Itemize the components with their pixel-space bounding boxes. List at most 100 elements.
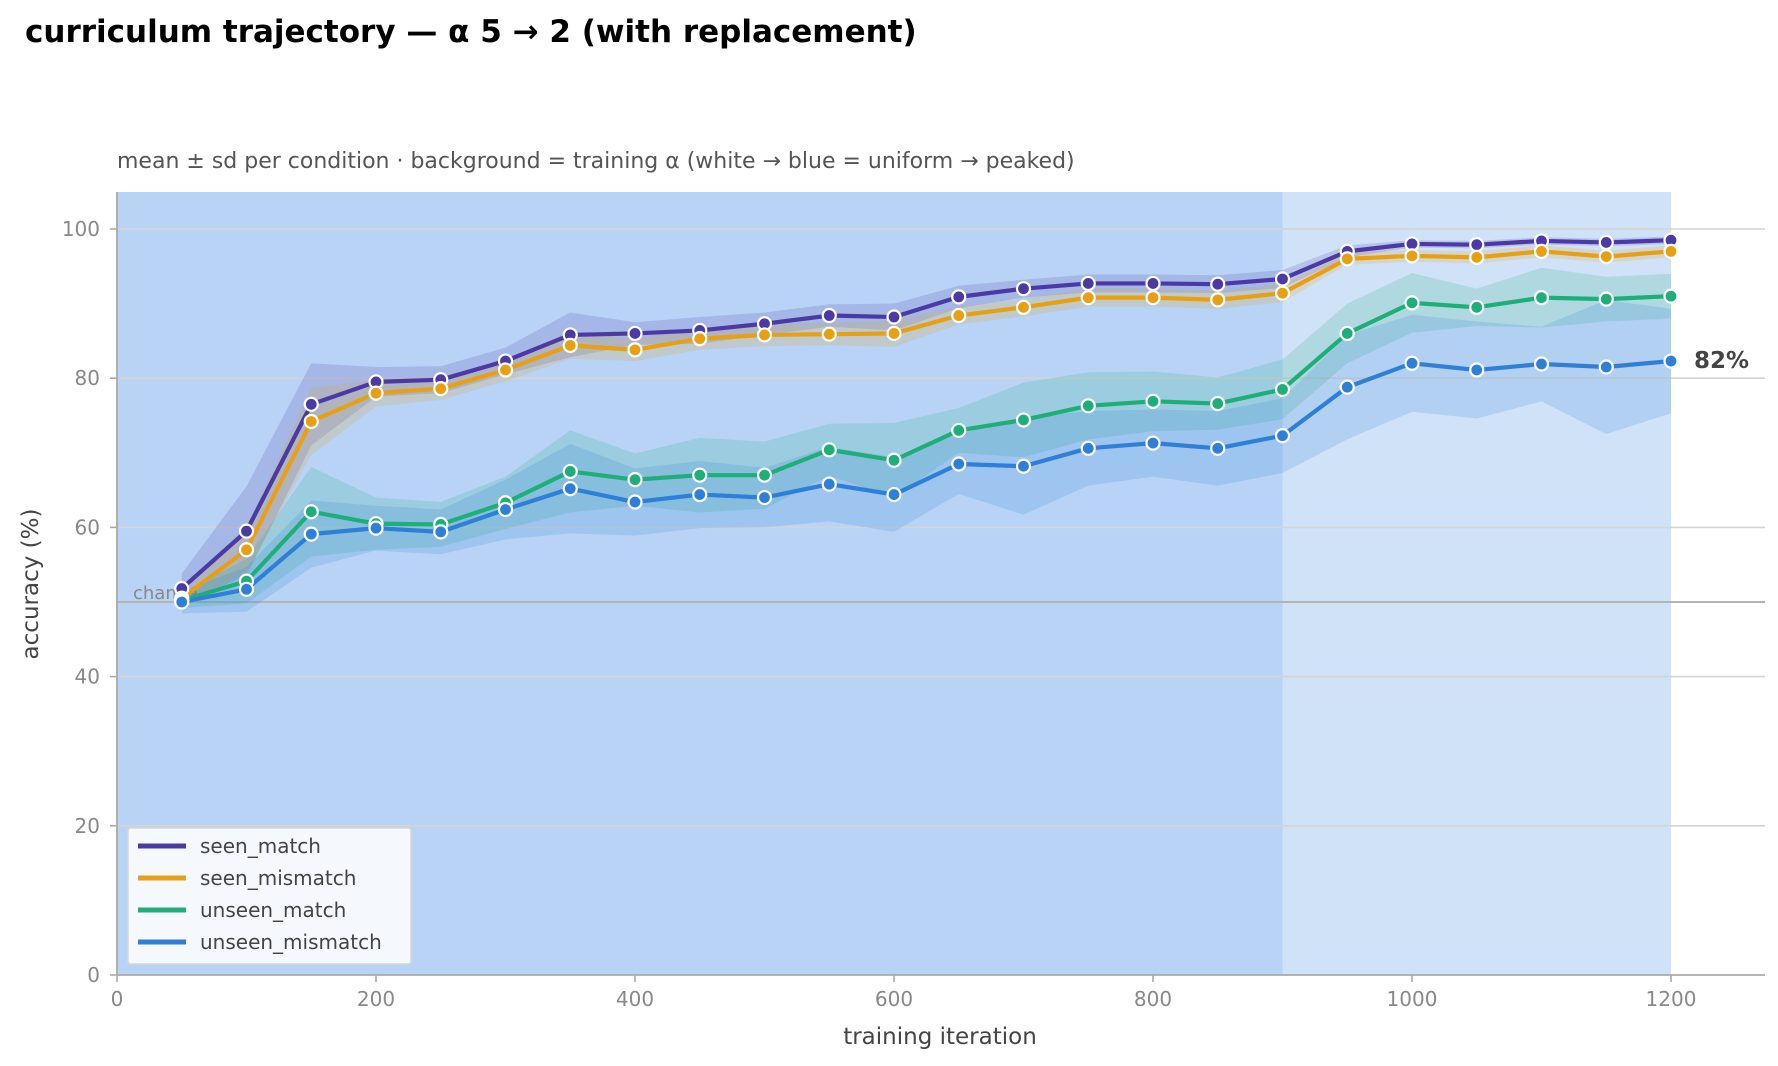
y-tick-label: 40: [75, 665, 100, 689]
data-point-unseen_mismatch: [1274, 428, 1291, 444]
series-points: [174, 232, 1679, 610]
data-point-seen_mismatch: [756, 327, 773, 343]
end-value-label: 82%: [1694, 348, 1749, 374]
series-lines: [179, 238, 1674, 605]
data-point-unseen_mismatch: [886, 486, 902, 503]
data-point-seen_mismatch: [951, 307, 967, 324]
background-band-2: [1282, 192, 1671, 975]
y-tick-label: 80: [75, 366, 100, 390]
tick-labels: 0 200 400 600 800 1000 1200 0 20 40 60 80 100: [62, 217, 1697, 1011]
data-point-seen_mismatch: [238, 542, 255, 558]
series-line-unseen_match: [179, 294, 1674, 603]
data-point-unseen_match: [886, 452, 902, 468]
data-point-unseen_match: [627, 472, 643, 488]
data-point-unseen_mismatch: [1015, 458, 1032, 474]
x-axis-label: training iteration: [843, 1024, 1037, 1050]
series-line-seen_match: [179, 238, 1674, 591]
y-tick-label: 100: [62, 217, 100, 241]
data-point-unseen_mismatch: [562, 481, 578, 497]
data-point-unseen_match: [821, 442, 837, 458]
data-point-seen_match: [1145, 275, 1161, 292]
data-point-seen_match: [1210, 276, 1226, 292]
data-point-unseen_match: [692, 467, 708, 483]
data-point-seen_match: [627, 325, 643, 342]
data-point-unseen_mismatch: [1080, 440, 1096, 456]
legend-box: [127, 827, 412, 965]
data-point-unseen_mismatch: [497, 501, 514, 518]
data-point-unseen_match: [1015, 412, 1032, 428]
data-point-seen_mismatch: [886, 325, 902, 342]
data-point-seen_mismatch: [1274, 285, 1291, 301]
data-point-seen_match: [1274, 271, 1291, 287]
data-point-unseen_mismatch: [238, 581, 255, 597]
data-point-seen_mismatch: [692, 331, 708, 347]
data-point-unseen_mismatch: [1339, 379, 1355, 395]
x-tick-label: 600: [875, 987, 913, 1011]
data-point-unseen_match: [1533, 290, 1550, 306]
legend-label-unseen_match: unseen_match: [200, 898, 346, 922]
data-point-unseen_mismatch: [1469, 362, 1485, 378]
data-point-seen_match: [303, 396, 319, 412]
sd-bands: [181, 236, 1671, 614]
chart-subtitle: mean ± sd per condition · background = t…: [117, 149, 1075, 174]
data-point-unseen_mismatch: [303, 526, 319, 542]
data-point-unseen_match: [1469, 299, 1485, 315]
data-point-unseen_mismatch: [1663, 353, 1679, 369]
data-point-unseen_mismatch: [821, 476, 837, 492]
data-point-seen_mismatch: [1469, 249, 1485, 265]
chart-title: curriculum trajectory — α 5 → 2 (with re…: [25, 14, 917, 50]
x-tick-label: 1200: [1646, 987, 1697, 1011]
data-point-seen_mismatch: [368, 385, 384, 401]
data-point-seen_mismatch: [1598, 249, 1614, 265]
data-point-seen_match: [821, 307, 837, 324]
y-axis-label: accuracy (%): [18, 509, 44, 660]
data-point-unseen_mismatch: [627, 494, 643, 510]
x-tick-label: 200: [357, 987, 395, 1011]
data-point-seen_mismatch: [1080, 290, 1096, 306]
data-point-seen_match: [1015, 281, 1032, 297]
series-line-seen_mismatch: [179, 249, 1674, 601]
legend-label-unseen_mismatch: unseen_mismatch: [200, 930, 382, 954]
x-tick-label: 1000: [1387, 987, 1438, 1011]
data-point-seen_mismatch: [303, 413, 319, 430]
y-tick-label: 0: [87, 963, 100, 987]
data-point-unseen_match: [1598, 291, 1614, 307]
data-point-unseen_mismatch: [1598, 359, 1614, 375]
data-point-unseen_match: [1210, 395, 1226, 412]
data-point-unseen_match: [1404, 295, 1420, 311]
data-point-seen_match: [951, 289, 967, 305]
data-point-unseen_mismatch: [1404, 355, 1420, 371]
data-point-unseen_match: [1663, 288, 1679, 304]
data-point-seen_mismatch: [1533, 243, 1550, 259]
data-point-seen_mismatch: [433, 381, 449, 397]
data-point-unseen_match: [562, 463, 578, 480]
series-line-unseen_mismatch: [179, 358, 1674, 605]
x-tick-label: 800: [1134, 987, 1172, 1011]
data-point-seen_match: [1080, 275, 1096, 292]
data-point-unseen_match: [303, 504, 319, 520]
sd-band-seen_mismatch: [181, 245, 1671, 610]
data-point-seen_mismatch: [497, 362, 514, 378]
data-point-seen_mismatch: [1015, 299, 1032, 315]
data-point-seen_mismatch: [1404, 248, 1420, 264]
data-point-seen_mismatch: [562, 337, 578, 353]
data-point-unseen_mismatch: [1533, 356, 1550, 372]
legend: seen_match seen_mismatch unseen_matchunsee…: [127, 827, 412, 965]
data-point-unseen_mismatch: [692, 486, 708, 503]
data-point-seen_mismatch: [821, 326, 837, 342]
data-point-unseen_match: [1339, 325, 1355, 342]
data-point-seen_match: [1469, 237, 1485, 253]
data-point-unseen_match: [1274, 381, 1291, 397]
data-point-unseen_match: [1145, 393, 1161, 409]
data-point-seen_mismatch: [627, 342, 643, 358]
y-tick-label: 60: [75, 515, 100, 539]
data-point-seen_mismatch: [1145, 290, 1161, 306]
sd-band-seen_match: [181, 236, 1671, 604]
sd-band-unseen_match: [181, 267, 1671, 608]
sd-band-unseen_mismatch: [181, 299, 1671, 614]
data-point-unseen_mismatch: [1210, 440, 1226, 456]
data-point-unseen_mismatch: [756, 489, 773, 506]
y-tick-label: 20: [75, 814, 100, 838]
data-point-seen_mismatch: [1210, 292, 1226, 308]
